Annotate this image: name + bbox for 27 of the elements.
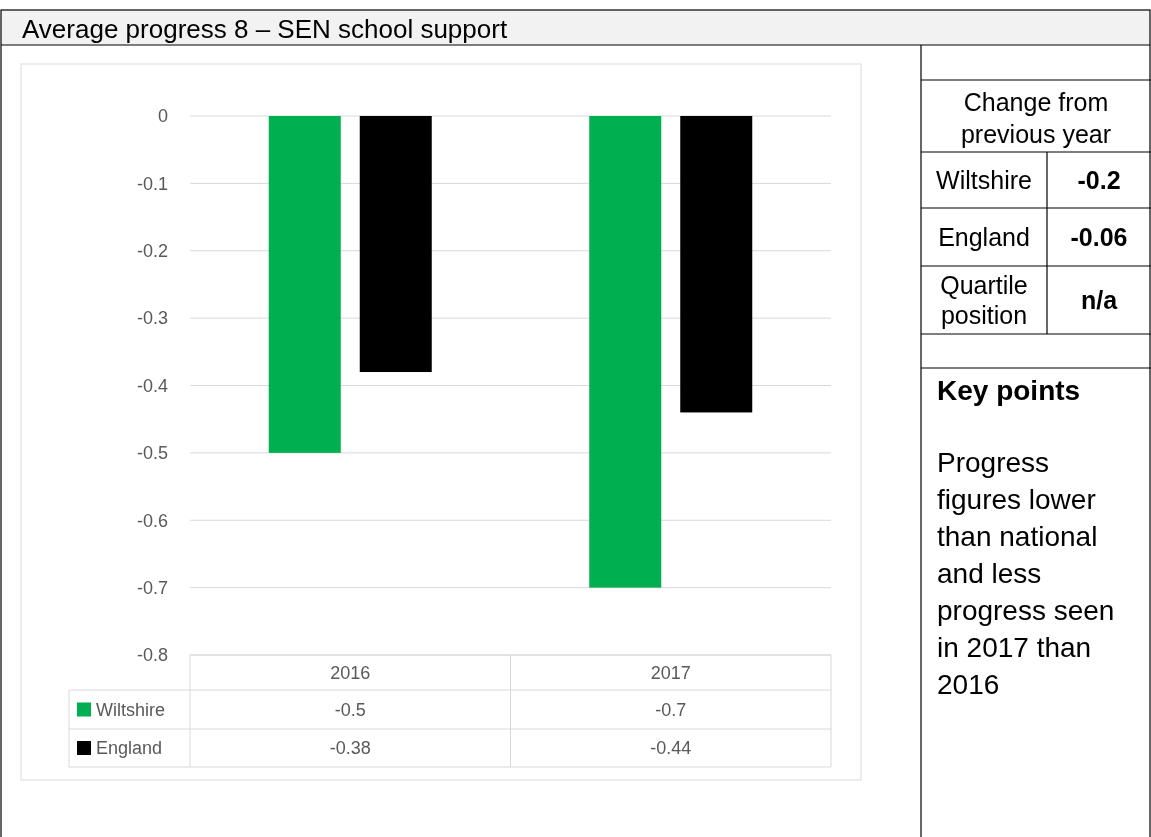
y-tick-label: -0.7 [136,577,168,598]
y-tick-label: -0.2 [136,241,168,262]
y-tick-label: -0.1 [136,173,168,194]
x-tick-label: 2017 [650,662,691,683]
x-tick-label: 2016 [330,662,371,683]
y-tick-label: 0 [157,106,168,127]
text: n/a [1080,285,1119,314]
legend-label: England [96,738,163,759]
data-label: -0.38 [329,738,371,759]
text: England [938,222,1030,251]
y-tick-label: -0.3 [136,308,168,329]
text: Progress figures lower than national and less progress seen in 2017 than 2016 [937,446,1115,700]
data-label: -0.44 [650,738,692,759]
text: -0.06 [1070,222,1128,251]
legend-label: Wiltshire [96,699,166,720]
text: -0.2 [1077,165,1121,194]
y-tick-label: -0.4 [136,375,168,396]
y-tick-label: -0.5 [136,443,168,464]
text: Quartile position [940,270,1028,329]
text: Key points [937,374,1081,406]
data-label: -0.7 [655,699,687,720]
text: Change from previous year [960,87,1112,148]
text: Wiltshire [936,165,1032,194]
data-label: -0.5 [334,699,366,720]
chart-title: Average progress 8 – SEN school support [22,14,508,45]
y-tick-label: -0.6 [136,510,168,531]
y-tick-label: -0.8 [136,645,168,666]
